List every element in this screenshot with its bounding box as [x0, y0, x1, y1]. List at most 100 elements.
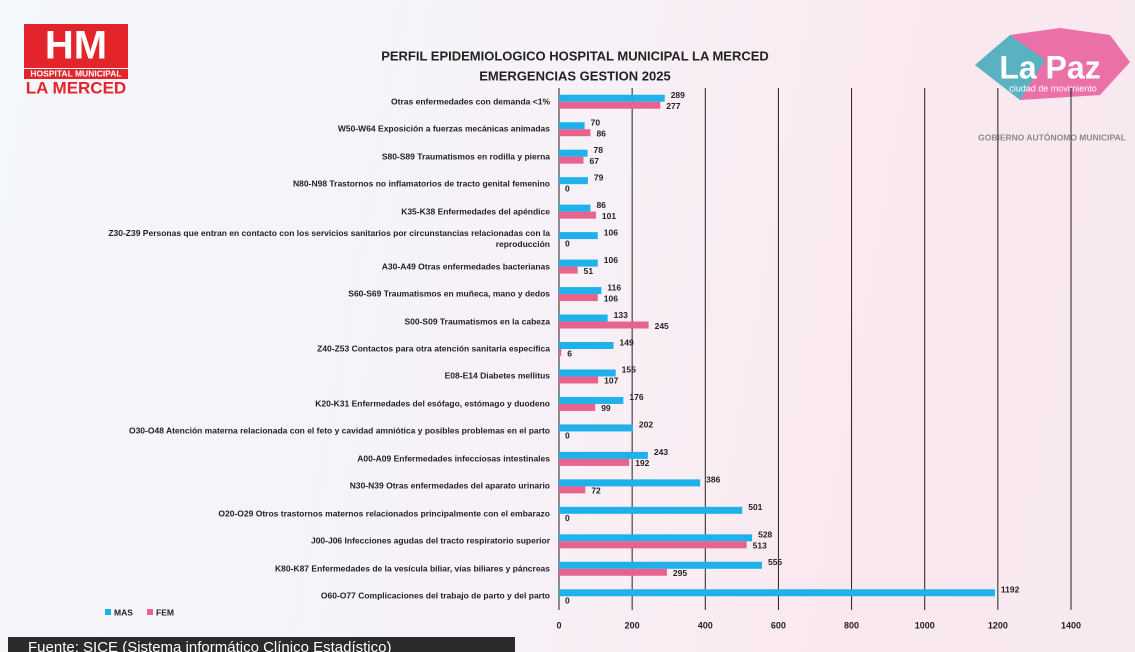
lapaz-slogan: ciudad de movimiento — [1009, 83, 1097, 93]
chart: HM HOSPITAL MUNICIPAL LA MERCED La Paz c… — [0, 0, 1135, 652]
data-label: 101 — [602, 211, 616, 221]
data-label: 0 — [565, 596, 570, 606]
data-label: 501 — [748, 502, 762, 512]
legend-label: FEM — [156, 607, 174, 617]
category-label: N30-N39 Otras enfermedades del aparato u… — [350, 481, 550, 492]
data-label: 116 — [607, 282, 621, 292]
data-label: 0 — [565, 183, 570, 193]
category-label: O30-O48 Atención materna relacionada con… — [129, 426, 550, 437]
bar — [559, 376, 598, 383]
x-tick-label: 600 — [771, 620, 786, 630]
category-label: K35-K38 Enfermedades del apéndice — [401, 206, 550, 217]
chart-subtitle: EMERGENCIAS GESTION 2025 — [479, 68, 670, 83]
category-label: Z30-Z39 Personas que entran en contacto … — [55, 228, 550, 250]
data-label: 192 — [635, 458, 649, 468]
legend-swatch — [147, 609, 153, 615]
x-tick-label: 1000 — [915, 620, 935, 630]
data-label: 6 — [567, 348, 572, 358]
bar — [559, 534, 752, 541]
data-label: 0 — [565, 238, 570, 248]
data-label: 51 — [584, 266, 594, 276]
data-label: 133 — [614, 310, 628, 320]
data-label: 107 — [604, 376, 618, 386]
data-label: 67 — [590, 156, 600, 166]
category-label: A30-A49 Otras enfermedades bacterianas — [382, 261, 550, 272]
x-tick-label: 0 — [556, 620, 561, 630]
category-label: J00-J06 Infecciones agudas del tracto re… — [311, 536, 550, 547]
x-tick-label: 400 — [698, 620, 713, 630]
bar — [559, 212, 596, 219]
bar — [559, 349, 561, 356]
data-label: 86 — [596, 200, 606, 210]
data-label: 245 — [655, 321, 669, 331]
category-label: S60-S69 Traumatismos en muñeca, mano y d… — [348, 289, 550, 300]
category-label: S00-S09 Traumatismos en la cabeza — [404, 316, 550, 327]
bar — [559, 102, 660, 109]
bar — [559, 294, 598, 301]
data-label: 202 — [639, 420, 653, 430]
x-tick-label: 200 — [625, 620, 640, 630]
bar — [559, 177, 588, 184]
data-label: 106 — [604, 255, 618, 265]
data-label: 106 — [604, 227, 618, 237]
data-label: 555 — [768, 557, 782, 567]
chart-title: PERFIL EPIDEMIOLOGICO HOSPITAL MUNICIPAL… — [381, 48, 769, 63]
legend-label: MAS — [114, 607, 133, 617]
data-label: 528 — [758, 530, 772, 540]
bar — [559, 122, 585, 129]
bar — [559, 479, 700, 486]
category-label: K20-K31 Enfermedades del esófago, estóma… — [315, 398, 550, 409]
data-label: 86 — [596, 128, 606, 138]
data-label: 72 — [591, 486, 601, 496]
bar — [559, 424, 633, 431]
lapaz-text: La Paz — [999, 49, 1100, 85]
category-label: N80-N98 Trastornos no inflamatorios de t… — [293, 179, 550, 190]
data-label: 99 — [601, 403, 611, 413]
x-tick-label: 1200 — [988, 620, 1008, 630]
bar — [559, 150, 588, 157]
data-label: 78 — [594, 145, 604, 155]
category-label: Z40-Z53 Contactos para otra atención san… — [317, 344, 550, 355]
footer-source: Fuente: SICE (Sistema informático Clínic… — [28, 639, 391, 652]
bar — [559, 129, 590, 136]
bar — [559, 569, 667, 576]
category-label: O60-O77 Complicaciones del trabajo de pa… — [321, 591, 550, 602]
bar — [559, 267, 578, 274]
bar — [559, 589, 995, 596]
gobierno-text: GOBIERNO AUTÓNOMO MUNICIPAL — [978, 131, 1126, 142]
data-label: 243 — [654, 447, 668, 457]
data-label: 106 — [604, 293, 618, 303]
category-label: K80-K87 Enfermedades de la vesícula bili… — [275, 563, 550, 574]
bar — [559, 404, 595, 411]
data-label: 70 — [591, 117, 601, 127]
data-label: 0 — [565, 513, 570, 523]
legend-swatch — [105, 609, 111, 615]
bar — [559, 287, 601, 294]
hm-logo: HM — [45, 24, 107, 68]
bar — [559, 157, 584, 164]
data-label: 0 — [565, 431, 570, 441]
hospital-text: HOSPITAL MUNICIPAL — [30, 68, 121, 78]
x-tick-label: 800 — [844, 620, 859, 630]
data-label: 295 — [673, 568, 687, 578]
category-label: Otras enfermedades con demanda <1% — [391, 96, 550, 107]
bar — [559, 315, 608, 322]
data-label: 79 — [594, 172, 604, 182]
data-label: 1192 — [1001, 585, 1020, 595]
merced-text: LA MERCED — [26, 78, 126, 97]
bar — [559, 507, 742, 514]
bar — [559, 205, 590, 212]
data-label: 155 — [622, 365, 636, 375]
data-label: 386 — [706, 475, 720, 485]
category-label: S80-S89 Traumatismos en rodilla y pierna — [382, 151, 550, 162]
data-label: 176 — [629, 392, 643, 402]
data-label: 277 — [666, 101, 680, 111]
category-label: W50-W64 Exposición a fuerzas mecánicas a… — [338, 124, 550, 135]
bar — [559, 459, 629, 466]
data-label: 149 — [619, 337, 633, 347]
category-label: A00-A09 Enfermedades infecciosas intesti… — [357, 453, 550, 464]
bar — [559, 95, 665, 102]
category-label: O20-O29 Otros trastornos maternos relaci… — [218, 508, 550, 519]
bar — [559, 486, 585, 493]
bar — [559, 562, 762, 569]
